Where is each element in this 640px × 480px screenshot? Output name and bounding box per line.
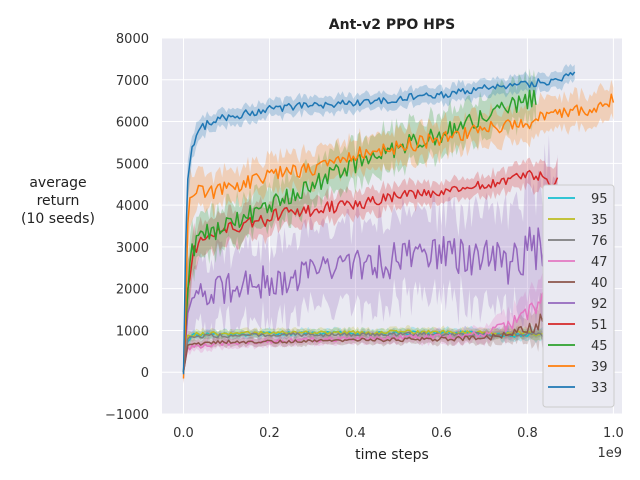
legend-label-33: 33 xyxy=(591,381,608,396)
x-multiplier-label: 1e9 xyxy=(597,446,622,461)
legend-label-76: 76 xyxy=(591,234,608,249)
y-tick-label: 6000 xyxy=(116,116,149,131)
legend-label-47: 47 xyxy=(591,255,608,270)
band-series-76 xyxy=(183,327,558,375)
band-series-39 xyxy=(183,79,614,384)
y-tick-label: 5000 xyxy=(116,157,149,172)
legend-label-40: 40 xyxy=(591,276,608,291)
y-tick-label: 8000 xyxy=(116,32,149,47)
band-series-45 xyxy=(183,68,536,383)
band-series-95 xyxy=(183,325,558,376)
legend-label-92: 92 xyxy=(591,297,608,312)
y-axis-label-line-1: average xyxy=(29,175,86,191)
line-series-39 xyxy=(182,93,615,379)
y-tick-label: 0 xyxy=(141,366,149,381)
line-series-45 xyxy=(182,89,537,373)
x-axis-label: time steps xyxy=(355,447,429,463)
chart-title: Ant-v2 PPO HPS xyxy=(329,17,455,33)
legend: 95 35 76 47 40 92 51 45 39 33 xyxy=(542,184,615,408)
y-tick-label: 7000 xyxy=(116,74,149,89)
legend-label-45: 45 xyxy=(591,339,608,354)
line-series-40 xyxy=(182,309,559,373)
x-tick-label: 0.6 xyxy=(431,426,452,441)
series-lines xyxy=(182,71,615,379)
y-tick-label: 1000 xyxy=(116,324,149,339)
line-series-92 xyxy=(182,204,559,373)
legend-label-39: 39 xyxy=(591,360,608,375)
legend-label-51: 51 xyxy=(591,318,608,333)
x-tick-label: 0.4 xyxy=(345,426,366,441)
x-tick-label: 0.8 xyxy=(517,426,538,441)
x-tick-label: 0.2 xyxy=(259,426,280,441)
legend-label-35: 35 xyxy=(591,213,608,228)
y-axis-label-line-2: return xyxy=(37,193,80,209)
y-tick-label: 2000 xyxy=(116,283,149,298)
line-series-35 xyxy=(182,329,559,373)
y-tick-label: 4000 xyxy=(116,199,149,214)
line-series-33 xyxy=(182,71,576,375)
y-tick-label: −1000 xyxy=(105,408,149,423)
tick-labels: 0.0 0.2 0.4 0.6 0.8 1.0 −1000 0 1000 2000 3000 4000… xyxy=(105,32,624,441)
x-tick-label: 1.0 xyxy=(603,426,624,441)
y-tick-label: 3000 xyxy=(116,241,149,256)
legend-label-95: 95 xyxy=(591,192,608,207)
x-tick-label: 0.0 xyxy=(173,426,194,441)
line-series-51 xyxy=(182,169,559,373)
y-axis-label: average return (10 seeds) xyxy=(21,175,95,227)
y-axis-label-line-3: (10 seeds) xyxy=(21,211,95,227)
